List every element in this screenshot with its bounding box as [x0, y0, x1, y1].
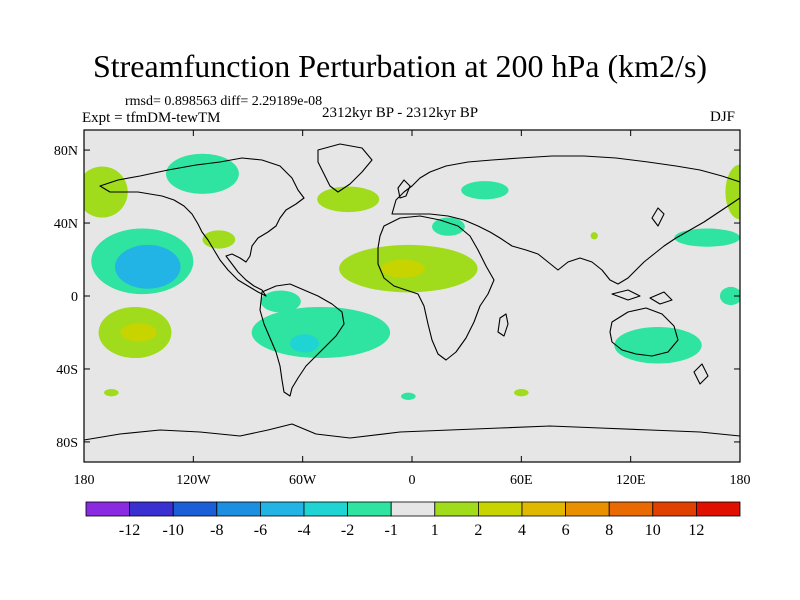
colorbar-label: 2 [474, 522, 482, 539]
colorbar-label: 12 [688, 522, 704, 539]
coastline-south-america [259, 283, 345, 397]
anomaly-south-america-trough-core [289, 334, 320, 353]
coastline-britain [397, 179, 411, 199]
anomaly-south-pacific-small [104, 389, 119, 397]
colorbar-label: 8 [605, 522, 613, 539]
anomaly-australia [614, 327, 702, 364]
colorbar-label: -6 [254, 522, 267, 539]
anomaly-east-pacific-trough-inner [114, 244, 181, 289]
anomaly-north-atlantic-west [317, 186, 380, 213]
colorbar-swatch [565, 501, 610, 517]
coastline-australia [609, 307, 679, 357]
lat-tick-label: 40S [56, 363, 78, 378]
colorbar-label: 1 [431, 522, 439, 539]
colorbar-label: 4 [518, 522, 526, 539]
colorbar-label: -2 [341, 522, 354, 539]
colorbar-swatch [696, 501, 741, 517]
lat-tick-label: 0 [71, 290, 78, 305]
lon-tick-label: 120E [616, 473, 646, 488]
lon-tick-label: 60W [289, 473, 317, 488]
anomaly-saharan-ridge-inner [381, 259, 425, 278]
lon-tick-label: 180 [74, 473, 95, 488]
colorbar-swatch [477, 501, 523, 517]
colorbar: -12 -10 -8 -6 -4 -2 -1 1 2 4 6 8 10 12 [85, 501, 741, 539]
coastline-africa [377, 215, 495, 361]
anomaly-regions [84, 153, 740, 400]
colorbar-label: -12 [119, 522, 140, 539]
anomaly-western-pacific-tropics [719, 286, 740, 306]
anomaly-mediterranean [432, 217, 465, 236]
coastline-antarctica [84, 423, 740, 441]
season-label: DJF [710, 109, 736, 125]
lon-tick-label: 60E [510, 473, 533, 488]
colorbar-swatch [608, 501, 654, 517]
lon-tick-label: 120W [176, 473, 211, 488]
colorbar-label: 10 [645, 522, 661, 539]
coastline-north-america [99, 157, 305, 297]
colorbar-label: -1 [385, 522, 398, 539]
latitude-axis: 80N 40N 0 40S 80S [54, 144, 740, 451]
anomaly-north-america-north [166, 153, 239, 194]
anomaly-indian-small [590, 232, 598, 240]
coastlines [84, 143, 740, 441]
colorbar-label: -8 [210, 522, 223, 539]
stats-text: rmsd= 0.898563 diff= 2.29189e-08 [125, 94, 323, 109]
colorbar-swatch [172, 501, 218, 517]
lat-tick-label: 40N [54, 217, 78, 232]
colorbar-swatch [216, 501, 261, 517]
colorbar-swatch [129, 501, 174, 517]
coastline-eurasia [391, 155, 740, 285]
colorbar-swatch [259, 501, 305, 517]
anomaly-north-pacific-west [674, 228, 740, 247]
colorbar-swatch [303, 501, 348, 517]
anomaly-north-pacific-east [84, 166, 128, 218]
colorbar-label: -10 [163, 522, 184, 539]
colorbar-swatch [390, 501, 436, 517]
lon-tick-label: 0 [409, 473, 416, 488]
coastline-greenland [317, 143, 373, 193]
coastline-islands [611, 207, 709, 385]
page-title: Streamfunction Perturbation at 200 hPa (… [92, 48, 708, 84]
period-label: 2312kyr BP - 2312kyr BP [322, 105, 479, 121]
anomaly-south-pacific-ridge-inner [120, 323, 157, 342]
lat-tick-label: 80N [54, 144, 78, 159]
coastline-madagascar [497, 313, 509, 337]
longitude-axis: 180 120W 60W 0 60E 120E 180 [74, 130, 751, 488]
colorbar-swatch [347, 501, 392, 517]
colorbar-swatch [434, 501, 479, 517]
colorbar-swatch [521, 501, 566, 517]
lon-tick-label: 180 [730, 473, 751, 488]
colorbar-swatch [85, 501, 130, 517]
colorbar-label: 6 [562, 522, 570, 539]
anomaly-south-atlantic-small [401, 392, 416, 400]
lat-tick-label: 80S [56, 436, 78, 451]
colorbar-label: -4 [297, 522, 310, 539]
colorbar-swatch [652, 501, 697, 517]
anomaly-scandinavia-russia [461, 181, 509, 200]
experiment-label: Expt = tfmDM-tewTM [82, 110, 221, 126]
anomaly-amazon-north [260, 290, 301, 313]
anomaly-south-america-trough [251, 306, 391, 359]
anomaly-southern-indian-small [514, 389, 529, 397]
